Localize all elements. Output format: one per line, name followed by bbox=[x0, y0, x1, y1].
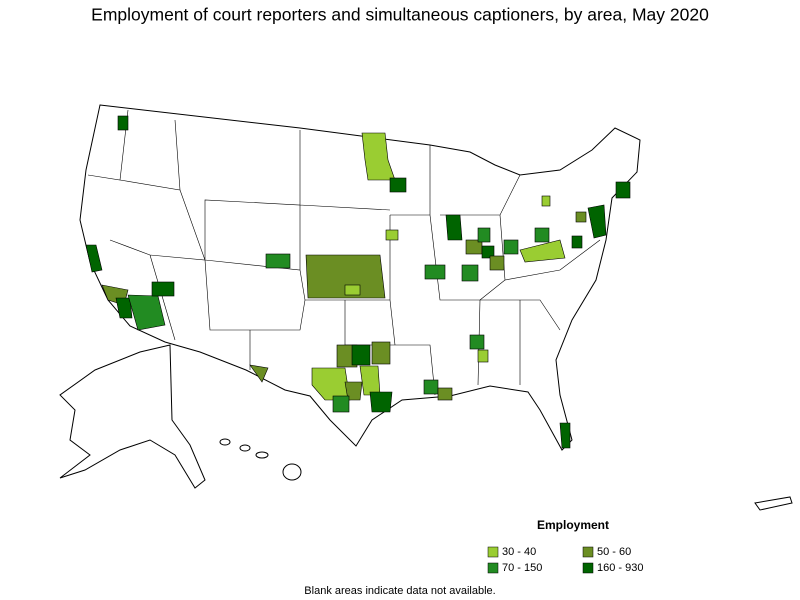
legend-label: 30 - 40 bbox=[502, 546, 536, 558]
area bbox=[477, 227, 491, 243]
alaska bbox=[59, 344, 206, 489]
area bbox=[115, 297, 133, 319]
legend-swatch bbox=[487, 546, 499, 558]
area bbox=[369, 391, 393, 413]
area bbox=[489, 255, 505, 271]
area bbox=[332, 395, 350, 413]
area bbox=[587, 204, 607, 239]
area bbox=[344, 284, 361, 296]
legend-label: 160 - 930 bbox=[597, 562, 643, 574]
puerto-rico bbox=[754, 496, 793, 511]
area bbox=[371, 341, 391, 365]
area bbox=[344, 381, 363, 401]
area bbox=[127, 294, 166, 331]
area bbox=[249, 364, 269, 383]
legend-swatch bbox=[582, 546, 594, 558]
area bbox=[423, 379, 439, 395]
footnote: Blank areas indicate data not available. bbox=[304, 585, 495, 597]
area bbox=[151, 281, 175, 297]
area bbox=[265, 253, 291, 269]
area bbox=[534, 227, 550, 243]
legend-label: 50 - 60 bbox=[597, 546, 631, 558]
area bbox=[85, 244, 103, 273]
legend-label: 70 - 150 bbox=[502, 562, 542, 574]
map bbox=[59, 104, 793, 511]
area bbox=[305, 254, 386, 299]
legend-swatch bbox=[582, 562, 594, 574]
area bbox=[461, 264, 479, 282]
shaded-areas bbox=[85, 115, 631, 449]
area bbox=[424, 264, 446, 280]
state-borders bbox=[87, 109, 601, 396]
area bbox=[571, 235, 583, 249]
area bbox=[385, 229, 399, 241]
area bbox=[445, 214, 463, 241]
area bbox=[481, 245, 495, 259]
area bbox=[575, 211, 587, 223]
area bbox=[469, 334, 485, 350]
legend-swatch bbox=[487, 562, 499, 574]
area bbox=[389, 177, 407, 193]
area bbox=[519, 239, 566, 263]
legend: Employment 30 - 40 50 - 60 70 - 150 160 - 9… bbox=[487, 518, 643, 574]
area bbox=[351, 344, 371, 366]
legend-title: Employment bbox=[537, 518, 609, 532]
area bbox=[541, 195, 551, 207]
hawaii bbox=[219, 438, 302, 481]
area bbox=[437, 387, 453, 401]
area bbox=[559, 422, 571, 449]
map-title: Employment of court reporters and simult… bbox=[91, 5, 709, 25]
area bbox=[477, 349, 489, 363]
area bbox=[503, 239, 519, 255]
area bbox=[615, 181, 631, 199]
area bbox=[117, 115, 129, 131]
